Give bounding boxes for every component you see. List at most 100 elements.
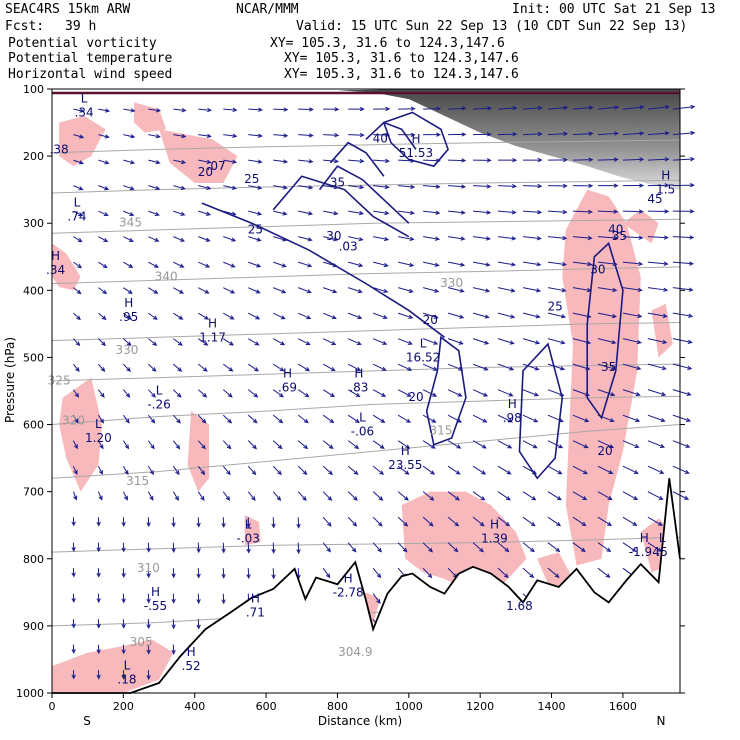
wind-vector-arrow [347, 465, 359, 476]
wind-vector-arrow [547, 491, 562, 501]
pv-positive-region [52, 639, 174, 693]
wind-speed-contour-label: 20 [198, 165, 213, 179]
wind-vector-arrow [73, 210, 84, 217]
wind-vector-arrow [373, 184, 390, 190]
wind-vector-arrow [572, 389, 590, 397]
wind-vector-arrow [98, 185, 110, 191]
wind-vector-arrow [422, 491, 435, 501]
wind-vector-arrow [273, 185, 288, 190]
wind-vector-arrow [497, 465, 512, 475]
wind-vector-arrow [397, 287, 414, 293]
wind-vector-arrow [198, 185, 212, 190]
wind-vector-arrow [472, 363, 489, 371]
wind-vector-arrow [273, 261, 287, 268]
wind-vector-arrow [173, 185, 186, 191]
wind-vector-arrow [221, 542, 226, 554]
wind-vector-arrow [73, 363, 80, 373]
wind-vector-arrow [196, 568, 201, 579]
wind-vector-arrow [147, 491, 154, 501]
wind-speed-core-contour [586, 241, 624, 420]
wind-vector-arrow [522, 287, 542, 293]
wind-vector-arrow [372, 389, 387, 397]
wind-vector-arrow [347, 389, 361, 398]
wind-vector-arrow [98, 134, 110, 139]
wind-vector-arrow [173, 133, 187, 139]
wind-vector-arrow [123, 287, 133, 295]
wind-vector-arrow [273, 159, 289, 164]
pv-extremum-marker: H [640, 531, 649, 545]
wind-vector-arrow [273, 287, 287, 294]
wind-vector-arrow [247, 414, 258, 424]
wind-vector-arrow [497, 440, 513, 449]
wind-vector-arrow [422, 542, 433, 553]
wind-speed-contour-25 [272, 175, 410, 238]
forecast-hours: 39 h [65, 19, 96, 34]
wind-vector-arrow [248, 261, 262, 268]
x-tick-label: 200 [113, 700, 134, 713]
wind-vector-arrow [248, 133, 263, 138]
wind-vector-arrow [73, 236, 83, 243]
wind-vector-arrow [373, 236, 390, 242]
wind-speed-contour-label: 30 [590, 263, 605, 277]
wind-vector-arrow [121, 568, 126, 578]
wind-vector-arrow [397, 465, 410, 475]
wind-vector-arrow [171, 644, 176, 655]
pv-value-label: .95 [119, 310, 138, 324]
wind-vector-arrow [322, 414, 335, 424]
y-tick-label: 800 [23, 553, 44, 566]
wind-vector-arrow [597, 209, 619, 214]
wind-vector-arrow [423, 158, 441, 163]
wind-vector-arrow [223, 133, 238, 138]
wind-vector-arrow [123, 312, 133, 321]
wind-vector-arrow [597, 414, 615, 423]
wind-speed-contour-label: 20 [423, 313, 438, 327]
wind-vector-arrow [248, 210, 263, 216]
wind-vector-arrow [98, 287, 108, 295]
wind-vector-arrow [71, 517, 76, 527]
wind-vector-arrow [348, 261, 364, 268]
wind-vector-arrow [372, 440, 385, 449]
wind-vector-arrow [71, 593, 76, 604]
theta-contour-label: 315 [429, 424, 452, 438]
wind-vector-arrow [271, 517, 276, 529]
wind-vector-arrow [497, 236, 517, 241]
pv-extremum-marker: H [490, 518, 499, 532]
wind-vector-arrow [597, 567, 611, 578]
pv-value-label: .69 [278, 381, 297, 395]
wind-vector-arrow [547, 363, 566, 371]
wind-vector-arrow [547, 157, 569, 163]
wind-vector-arrow [322, 465, 334, 476]
pv-value-label: 1.68 [506, 599, 533, 613]
wind-vector-arrow [122, 389, 131, 398]
wind-vector-arrow [173, 312, 184, 320]
wind-vector-arrow [498, 184, 517, 189]
wind-vector-arrow [298, 185, 314, 190]
wind-vector-arrow [647, 157, 670, 162]
wind-vector-arrow [272, 465, 282, 476]
wind-vector-arrow [298, 287, 312, 294]
wind-vector-arrow [323, 287, 338, 294]
wind-vector-arrow [123, 261, 134, 268]
wind-vector-arrow [547, 567, 560, 579]
north-end-label: N [657, 714, 666, 728]
wind-vector-arrow [247, 338, 260, 346]
wind-vector-arrow [146, 593, 151, 604]
wind-vector-arrow [146, 670, 151, 681]
wind-vector-arrow [171, 568, 176, 579]
wind-vector-arrow [171, 542, 176, 553]
wind-vector-arrow [198, 312, 210, 320]
wind-vector-arrow [248, 312, 261, 320]
wind-speed-contour-label: 40 [608, 222, 623, 236]
wind-vector-arrow [522, 261, 542, 267]
wind-vector-arrow [522, 363, 540, 371]
wind-vector-arrow [547, 131, 569, 137]
field-pv-xy: XY= 105.3, 31.6 to 124.3,147.6 [270, 36, 505, 51]
wind-vector-arrow [298, 210, 314, 216]
wind-vector-arrow [572, 414, 590, 423]
wind-vector-arrow [172, 465, 180, 476]
wind-vector-arrow [196, 619, 201, 630]
wind-vector-arrow [322, 567, 331, 579]
wind-vector-arrow [397, 363, 413, 371]
wind-vector-arrow [497, 567, 509, 579]
wind-vector-arrow [672, 338, 693, 344]
